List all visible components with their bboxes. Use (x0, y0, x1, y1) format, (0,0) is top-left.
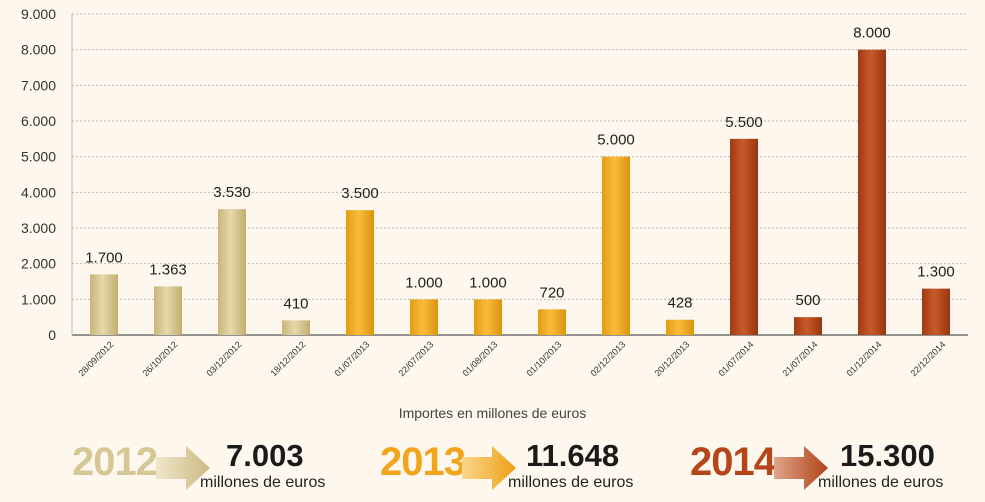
y-tick-label: 7.000 (21, 77, 56, 93)
summary-total: 15.300 (840, 438, 935, 473)
x-tick-label: 28/09/2012 (76, 339, 115, 378)
y-tick-label: 9.000 (21, 6, 56, 22)
summary-unit: millones de euros (508, 474, 634, 491)
x-tick-label: 01/08/2013 (460, 339, 499, 378)
y-tick-label: 5.000 (21, 149, 56, 165)
arrow-right-icon (462, 446, 516, 490)
x-tick-label: 01/10/2013 (524, 339, 563, 378)
x-tick-label: 01/07/2014 (716, 339, 755, 378)
bar-22/12/2014 (922, 288, 950, 335)
bar-value-label: 3.530 (213, 184, 251, 201)
bar-value-label: 1.000 (469, 274, 507, 291)
bar-26/10/2012 (154, 286, 182, 335)
summary-year: 2014 (690, 440, 776, 484)
bar-01/07/2013 (346, 210, 374, 335)
y-tick-label: 4.000 (21, 184, 56, 200)
arrow-right-icon (774, 446, 828, 490)
summary-unit: millones de euros (200, 474, 326, 491)
bar-value-label: 428 (667, 295, 692, 312)
x-tick-label: 26/10/2012 (140, 339, 179, 378)
bar-20/12/2013 (666, 319, 694, 335)
x-tick-label: 01/12/2014 (844, 339, 883, 378)
summary-year: 2013 (380, 440, 466, 484)
bar-value-labels: 1.700 1.363 3.530 410 3.500 1.000 1.000 720 5.00… (85, 25, 955, 313)
x-tick-label: 03/12/2012 (204, 339, 243, 378)
bar-01/10/2013 (538, 309, 566, 335)
bar-03/12/2012 (218, 209, 246, 335)
bar-value-label: 3.500 (341, 185, 379, 202)
y-tick-label: 2.000 (21, 256, 56, 272)
y-tick-label: 1.000 (21, 291, 56, 307)
bar-value-label: 500 (795, 292, 820, 309)
bar-value-label: 5.000 (597, 132, 635, 149)
summary-total: 11.648 (526, 438, 620, 473)
summary-unit: millones de euros (818, 474, 944, 491)
x-tick-label: 21/07/2014 (780, 339, 819, 378)
x-axis-label: Importes en millones de euros (398, 405, 587, 421)
x-tick-label: 02/12/2013 (588, 339, 627, 378)
bar-value-label: 8.000 (853, 25, 891, 42)
x-tick-label: 20/12/2013 (652, 339, 691, 378)
bar-01/12/2014 (858, 49, 886, 336)
bar-01/08/2013 (474, 299, 502, 335)
bar-value-label: 1.300 (917, 264, 955, 281)
x-tick-label: 22/12/2014 (908, 339, 947, 378)
bar-18/12/2012 (282, 320, 310, 335)
bar-21/07/2014 (794, 317, 822, 335)
y-axis-tick-labels: 0 1.000 2.000 3.000 4.000 5.000 6.000 7.000 8.00… (21, 6, 56, 343)
bar-28/09/2012 (90, 274, 118, 335)
bar-chart: 0 1.000 2.000 3.000 4.000 5.000 6.000 7.000 8.00… (21, 6, 968, 378)
summary-total: 7.003 (226, 438, 304, 473)
bar-22/07/2013 (410, 299, 438, 335)
y-tick-label: 0 (48, 327, 56, 343)
bar-02/12/2013 (602, 156, 630, 335)
summary-year: 2012 (72, 440, 158, 484)
bar-value-label: 5.500 (725, 114, 763, 131)
y-tick-label: 3.000 (21, 220, 56, 236)
x-tick-label: 22/07/2013 (396, 339, 435, 378)
arrow-right-icon (156, 446, 210, 490)
bar-value-label: 410 (283, 295, 308, 312)
grid-lines (71, 13, 968, 336)
bars (90, 49, 950, 336)
y-tick-label: 8.000 (21, 42, 56, 58)
bar-value-label: 1.000 (405, 274, 443, 291)
y-tick-label: 6.000 (21, 113, 56, 129)
year-summary-row: 2012 7.003 millones de euros 2013 11.648… (0, 438, 985, 498)
x-axis-tick-labels: 28/09/2012 26/10/2012 03/12/2012 18/12/2012… (76, 339, 947, 378)
x-tick-label: 01/07/2013 (332, 339, 371, 378)
bar-value-label: 720 (539, 284, 564, 301)
x-tick-label: 18/12/2012 (268, 339, 307, 378)
bar-value-label: 1.363 (149, 261, 187, 278)
bar-value-label: 1.700 (85, 249, 123, 266)
bar-01/07/2014 (730, 138, 758, 335)
